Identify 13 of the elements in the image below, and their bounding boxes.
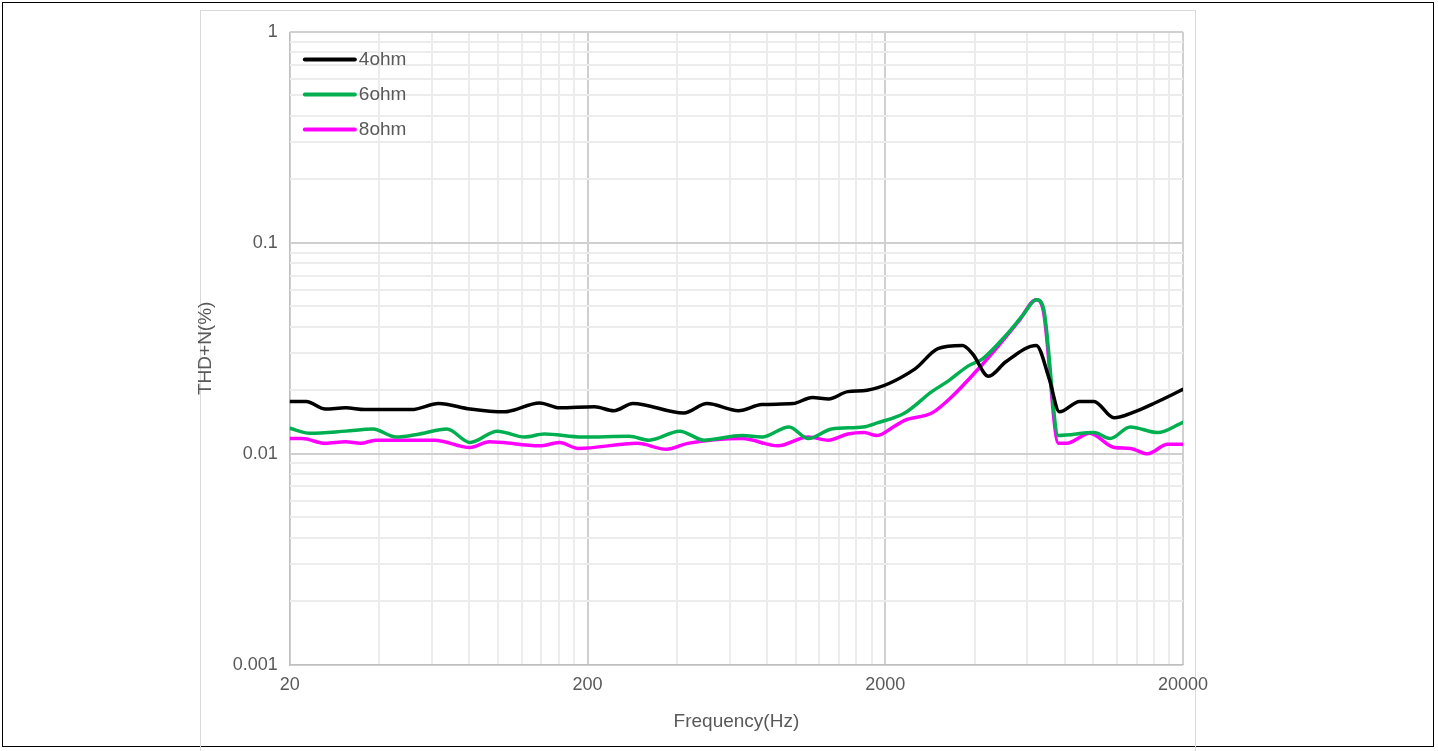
- legend-label: 6ohm: [358, 82, 407, 104]
- y-tick-label: 0.01: [242, 442, 278, 463]
- legend-label: 8ohm: [358, 117, 407, 139]
- x-tick-label: 2000: [865, 674, 906, 695]
- y-tick-label: 0.1: [252, 231, 278, 252]
- x-tick-label: 20000: [1157, 674, 1209, 695]
- legend-label: 4ohm: [358, 47, 407, 69]
- x-tick-label: 20: [279, 674, 300, 695]
- x-axis-title: Frequency(Hz): [673, 709, 800, 731]
- y-tick-label: 0.001: [232, 653, 278, 674]
- y-axis-title: THD+N(%): [193, 301, 215, 396]
- x-tick-label: 200: [572, 674, 603, 695]
- y-tick-label: 1: [267, 20, 278, 41]
